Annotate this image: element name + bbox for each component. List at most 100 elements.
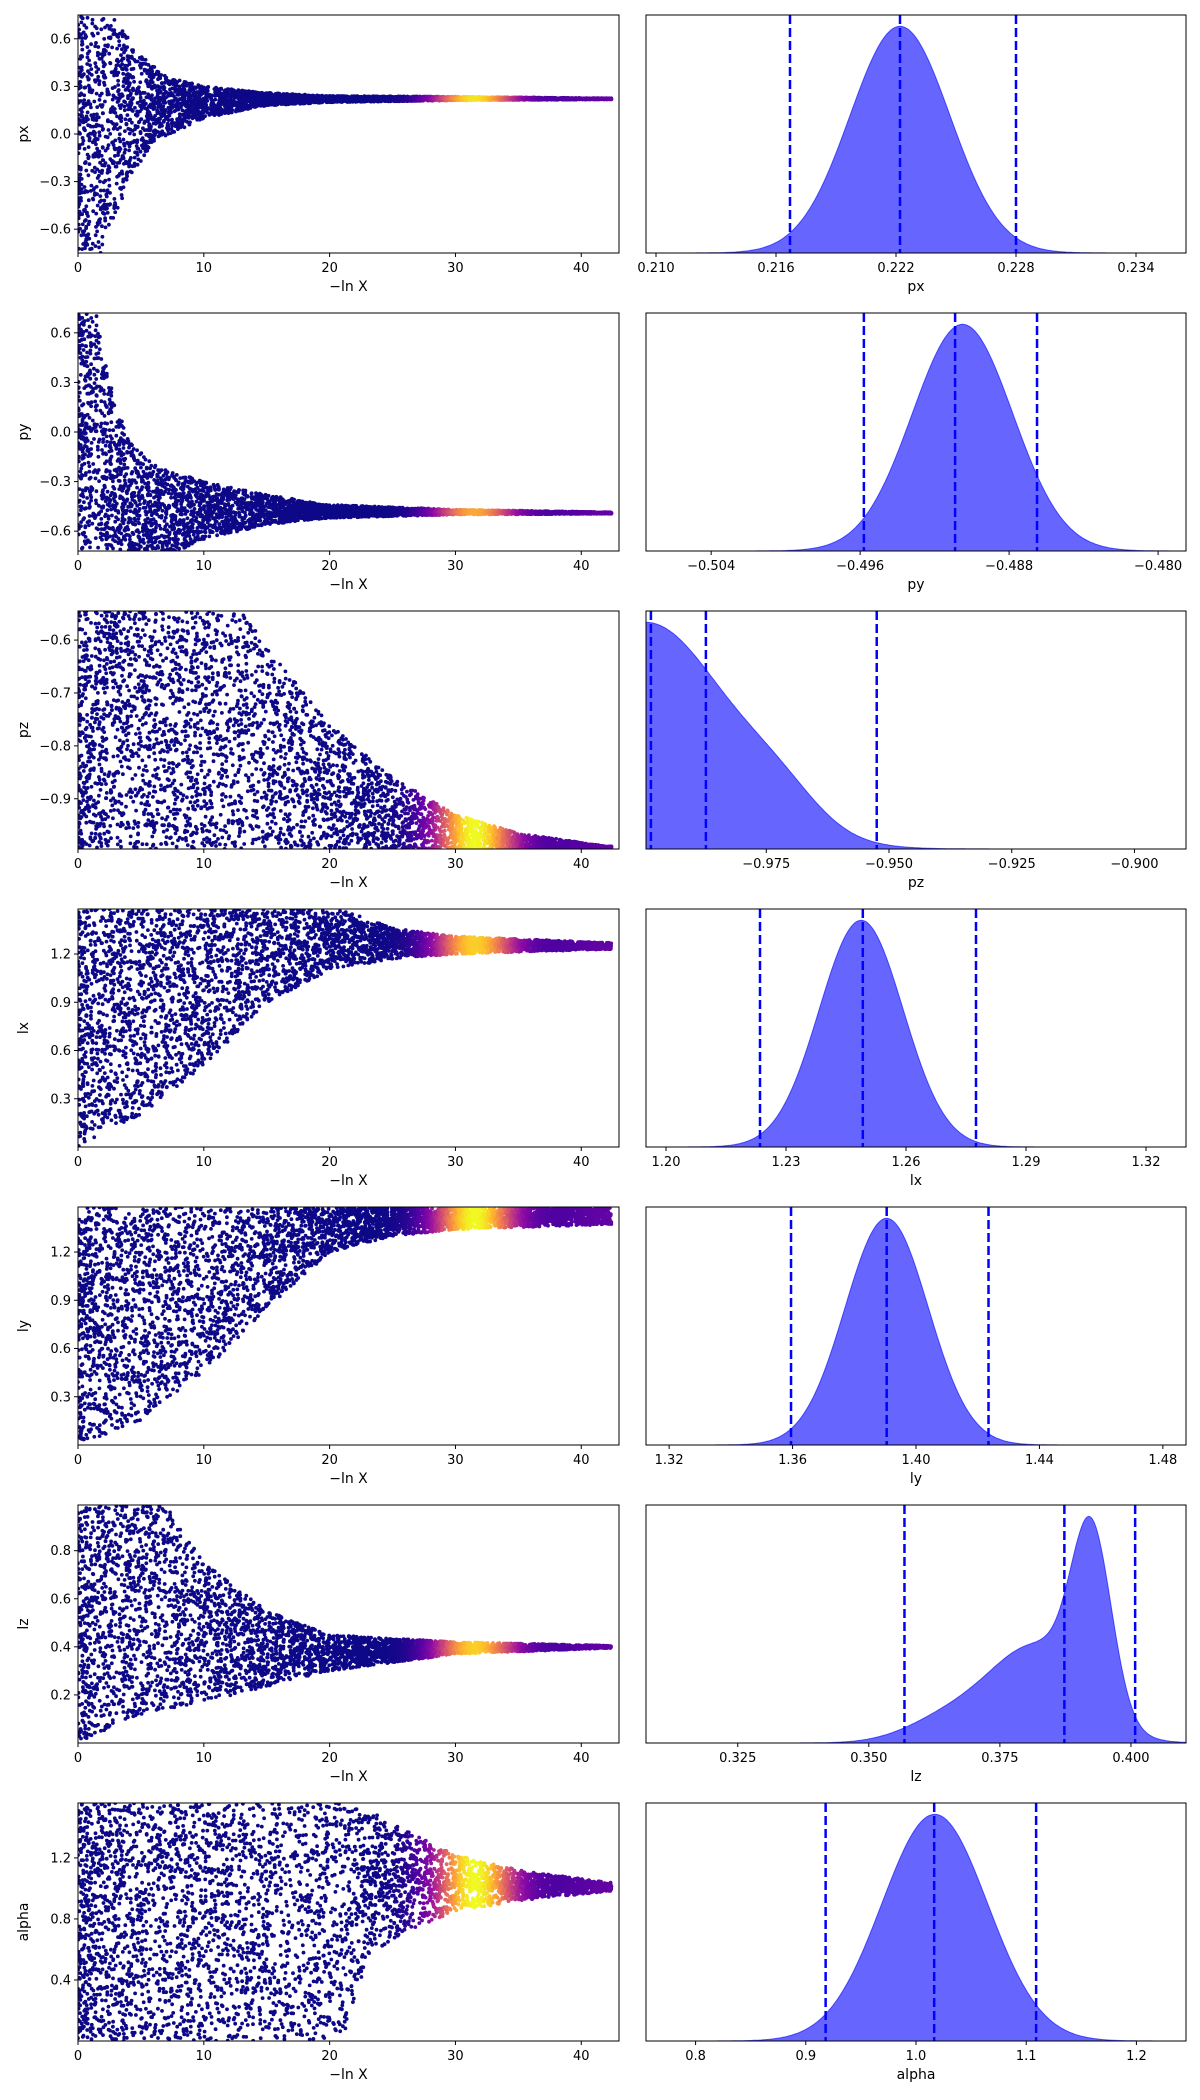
trace-point (142, 128, 147, 133)
trace-point (113, 147, 117, 152)
trace-point (95, 105, 100, 109)
trace-point (102, 37, 107, 41)
trace-point (103, 134, 108, 139)
trace-point (85, 62, 90, 66)
trace-point (147, 122, 152, 127)
trace-point (100, 242, 105, 247)
trace-point (187, 109, 192, 114)
trace-point (115, 127, 120, 131)
trace-point (250, 92, 255, 97)
trace-point (98, 217, 102, 222)
trace-point (114, 63, 119, 68)
trace-point (164, 115, 168, 119)
trace-point (160, 113, 165, 118)
trace-point (280, 95, 285, 99)
trace-point (123, 176, 128, 181)
trace-point (202, 507, 207, 512)
trace-point (162, 118, 166, 123)
trace-point (109, 107, 113, 112)
trace-point (103, 99, 107, 104)
trace-point (99, 27, 104, 32)
trace-point (143, 119, 147, 124)
trace-point (122, 462, 127, 467)
trace-point (144, 101, 148, 106)
trace-point (103, 218, 108, 223)
trace-point (97, 56, 102, 61)
trace-point (95, 176, 100, 180)
trace-point (123, 159, 128, 164)
trace-point (96, 240, 101, 244)
trace-point (97, 130, 102, 135)
trace-point (79, 182, 84, 187)
trace-point (78, 35, 83, 40)
trace-point (80, 229, 85, 234)
trace-point (166, 118, 171, 122)
trace-point (141, 90, 145, 95)
trace-point (157, 523, 162, 528)
trace-point (162, 86, 167, 90)
trace-point (81, 30, 86, 35)
trace-point (145, 111, 150, 116)
trace-point (134, 89, 139, 93)
trace-point (151, 64, 155, 69)
trace-point (113, 210, 118, 215)
trace-point (86, 145, 91, 150)
trace-point (96, 74, 101, 79)
trace-point (90, 17, 95, 22)
trace-point (78, 226, 82, 231)
trace-point (174, 96, 178, 101)
trace-point (124, 78, 128, 82)
trace-point (181, 93, 185, 98)
trace-point (89, 183, 94, 188)
y-tick-label-trace-0-0: −0.6 (39, 223, 71, 238)
trace-point (212, 87, 217, 91)
trace-point (124, 67, 129, 72)
trace-point (108, 132, 113, 136)
trace-point (252, 105, 257, 109)
trace-point (112, 71, 117, 76)
trace-point (155, 108, 160, 112)
trace-point (132, 161, 137, 166)
trace-point (96, 545, 100, 550)
trace-point (79, 466, 84, 471)
trace-point (194, 86, 198, 90)
trace-point (115, 100, 120, 104)
trace-point (118, 139, 123, 144)
trace-point (98, 179, 102, 184)
trace-point (273, 103, 278, 107)
trace-point (83, 128, 87, 133)
trace-point (121, 84, 126, 89)
trace-point (116, 78, 120, 83)
trace-point (95, 50, 100, 55)
trace-point (139, 63, 143, 68)
trace-point (146, 94, 151, 99)
trace-point (135, 109, 140, 114)
trace-point (168, 87, 172, 92)
trace-point (227, 108, 232, 112)
trace-point (161, 92, 166, 96)
trace-point (203, 114, 208, 118)
trace-point (81, 138, 86, 143)
x-tick-label-posterior-0-2: 0.222 (877, 261, 914, 276)
trace-point (78, 204, 81, 209)
trace-point (158, 117, 162, 121)
trace-point (105, 190, 110, 195)
trace-point (96, 31, 100, 36)
trace-point (87, 58, 91, 63)
trace-point (87, 89, 92, 94)
trace-point (207, 92, 212, 97)
trace-point (159, 85, 164, 89)
trace-point (108, 157, 113, 162)
trace-point (258, 94, 263, 99)
trace-point (119, 53, 123, 57)
trace-point (114, 181, 119, 186)
trace-point (85, 110, 90, 115)
trace-point (106, 35, 111, 40)
trace-point (85, 210, 89, 215)
trace-point (177, 120, 182, 125)
trace-point (194, 115, 198, 120)
trace-point (298, 100, 303, 105)
trace-point (148, 113, 153, 118)
trace-point (211, 101, 215, 105)
trace-point (148, 102, 153, 107)
